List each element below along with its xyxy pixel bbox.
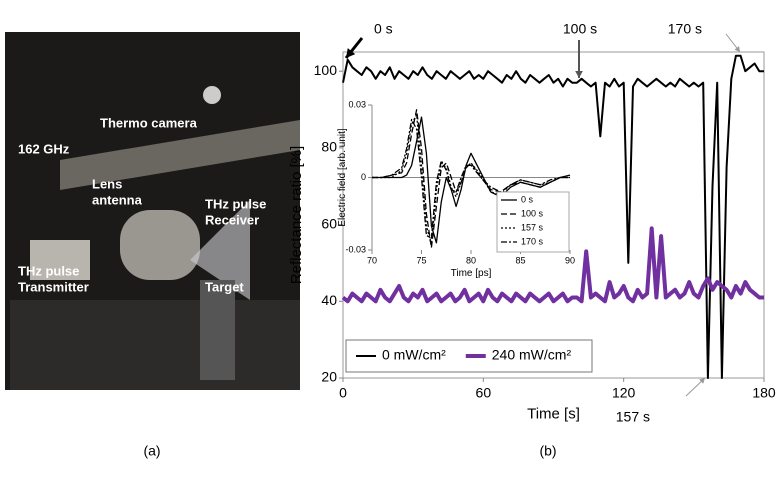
x-tick-label: 180: [752, 385, 776, 401]
series-line: [342, 54, 764, 379]
legend-label: 0 s: [521, 194, 534, 204]
photo-label: THz pulse: [205, 196, 266, 211]
photo-label: Target: [205, 279, 244, 294]
arrow-head: [734, 46, 740, 52]
series-line: [372, 109, 570, 249]
transmitter: [30, 240, 90, 280]
series-line: [372, 118, 570, 239]
y-tick-label: 0.03: [348, 99, 366, 109]
x-tick-label: 85: [515, 255, 525, 265]
x-tick-label: 60: [476, 385, 492, 401]
x-axis-label: Time [ps]: [451, 268, 492, 279]
legend-label: 100 s: [521, 208, 544, 218]
camera: [203, 86, 221, 104]
photo-label: THz pulse: [18, 263, 79, 278]
series-line: [372, 114, 570, 246]
arrow-head: [575, 70, 583, 78]
annotation: 0 s: [374, 21, 393, 37]
photo-label: Lens: [92, 176, 122, 191]
photo-label: Transmitter: [18, 279, 89, 294]
legend-label: 240 mW/cm²: [492, 347, 572, 363]
y-axis-label: Electric field [arb. unit]: [337, 128, 348, 227]
beam: [190, 200, 250, 300]
y-tick-label: -0.03: [345, 244, 366, 254]
rail: [60, 120, 300, 190]
annotation: 157 s: [616, 409, 650, 425]
y-axis-label: Reflectance ratio [%]: [288, 146, 305, 284]
lens: [120, 210, 200, 280]
photo-label: antenna: [92, 192, 143, 207]
x-axis-label: Time [s]: [527, 405, 580, 422]
annotation: 100 s: [563, 21, 597, 37]
series-line: [341, 226, 764, 304]
x-tick-label: 0: [339, 385, 347, 401]
table: [10, 300, 300, 390]
y-tick-label: 100: [314, 62, 338, 78]
x-tick-label: 75: [416, 255, 426, 265]
stage: [200, 280, 235, 380]
photo-label: 162 GHz: [18, 141, 70, 156]
x-tick-label: 70: [367, 255, 377, 265]
y-tick-label: 60: [321, 215, 337, 231]
plot-frame: [342, 51, 765, 379]
legend-label: 0 mW/cm²: [382, 347, 446, 363]
legend-label: 157 s: [521, 222, 544, 232]
arrow-head: [346, 48, 356, 58]
arrow-head: [699, 378, 705, 384]
y-tick-label: 40: [321, 292, 337, 308]
caption: (b): [539, 443, 556, 459]
x-tick-label: 90: [565, 255, 575, 265]
photo-label: Thermo camera: [100, 115, 198, 130]
legend-label: 170 s: [521, 236, 544, 246]
x-tick-label: 120: [612, 385, 636, 401]
photo-label: Receiver: [205, 212, 259, 227]
y-tick-label: 0: [361, 172, 366, 182]
y-tick-label: 80: [321, 139, 337, 155]
x-tick-label: 80: [466, 255, 476, 265]
annotation: 170 s: [668, 21, 702, 37]
y-tick-label: 20: [321, 369, 337, 385]
caption: (a): [143, 443, 160, 459]
